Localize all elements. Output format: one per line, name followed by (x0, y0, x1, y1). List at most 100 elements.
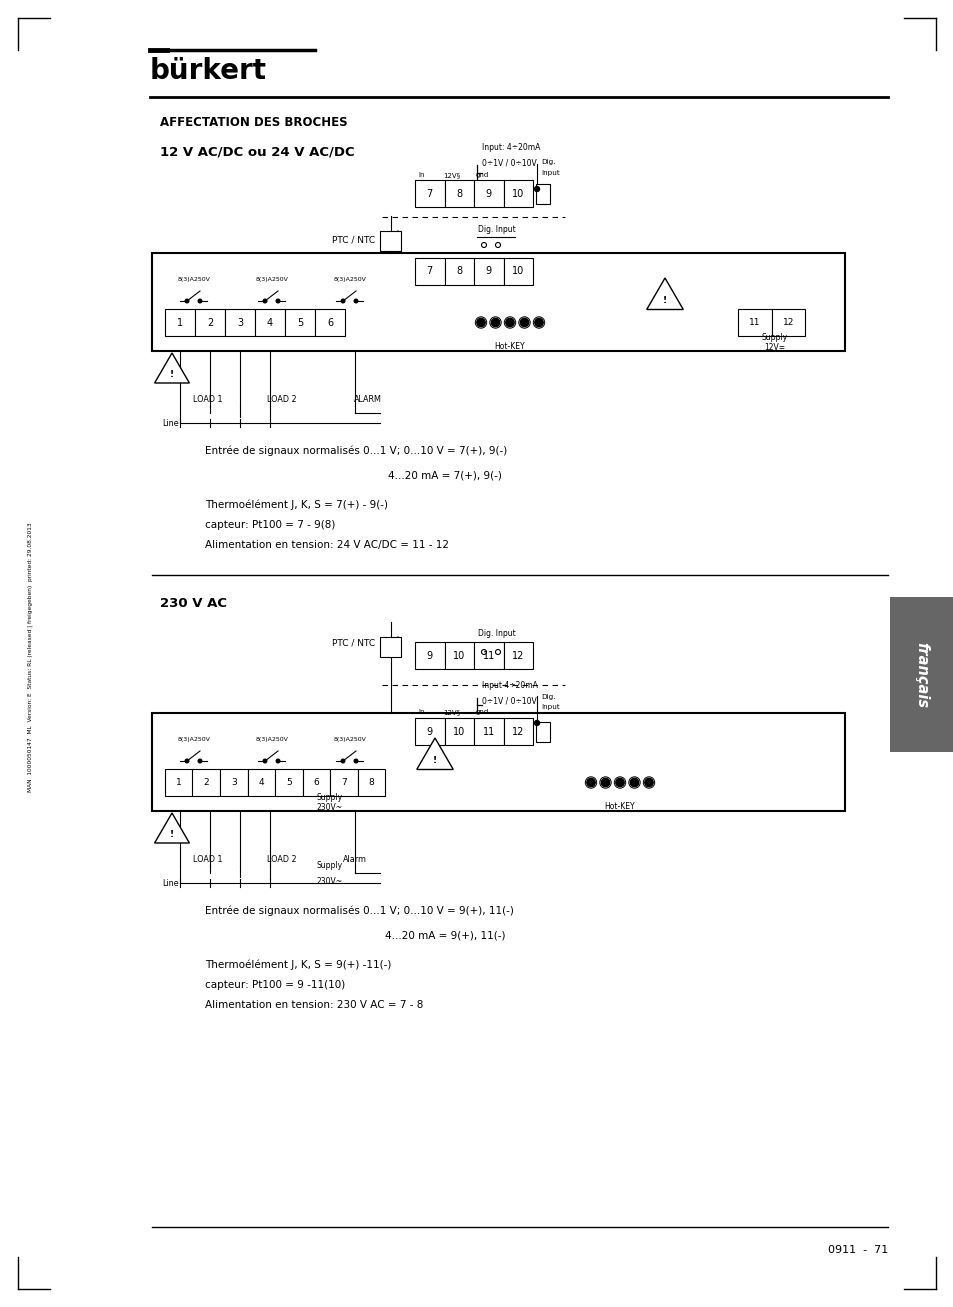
Bar (152, 254, 844, 352)
Text: bürkert: bürkert (150, 58, 267, 85)
Text: 8(3)A250V: 8(3)A250V (178, 277, 211, 281)
Circle shape (354, 299, 357, 303)
Text: 11: 11 (482, 651, 495, 660)
Text: 8: 8 (456, 188, 462, 199)
Bar (503, 180, 533, 207)
Circle shape (476, 319, 485, 327)
Circle shape (519, 319, 528, 327)
Text: Alimentation en tension: 24 V AC/DC = 11 - 12: Alimentation en tension: 24 V AC/DC = 11… (205, 540, 449, 550)
Polygon shape (154, 353, 190, 383)
Text: 230 V AC: 230 V AC (160, 596, 227, 609)
Text: 12 V AC/DC ou 24 V AC/DC: 12 V AC/DC ou 24 V AC/DC (160, 145, 355, 158)
Bar (536, 721, 550, 742)
Text: Supply: Supply (761, 333, 787, 342)
Circle shape (534, 720, 539, 725)
Text: LOAD 2: LOAD 2 (267, 855, 296, 864)
Bar (536, 184, 550, 204)
Text: 8: 8 (456, 267, 462, 277)
Text: Input: 4÷20mA: Input: 4÷20mA (481, 142, 539, 152)
Text: 8(3)A250V: 8(3)A250V (255, 277, 289, 281)
Bar (444, 180, 474, 207)
Text: Entrée de signaux normalisés 0...1 V; 0...10 V = 7(+), 9(-): Entrée de signaux normalisés 0...1 V; 0.… (205, 446, 507, 456)
Bar (247, 769, 274, 796)
Text: 0÷1V / 0÷10V: 0÷1V / 0÷10V (481, 697, 537, 704)
Text: 12: 12 (512, 651, 524, 660)
Text: 10: 10 (512, 267, 524, 277)
Bar (771, 308, 804, 336)
Text: 0911  -  71: 0911 - 71 (827, 1246, 887, 1255)
Text: MAN  1000050147  ML  Version: E  Status: RL (released | freigegeben)  printed: 2: MAN 1000050147 ML Version: E Status: RL … (28, 523, 32, 792)
Text: 2: 2 (207, 318, 213, 328)
Text: 4...20 mA = 9(+), 11(-): 4...20 mA = 9(+), 11(-) (384, 931, 505, 940)
Bar (165, 769, 193, 796)
Text: 1: 1 (176, 318, 183, 328)
Bar (193, 769, 220, 796)
Text: Hot-KEY: Hot-KEY (495, 342, 525, 352)
Circle shape (491, 319, 499, 327)
Text: Supply: Supply (316, 861, 343, 870)
Text: 12V§: 12V§ (443, 173, 460, 178)
Text: capteur: Pt100 = 9 -11(10): capteur: Pt100 = 9 -11(10) (205, 980, 345, 989)
Text: 1: 1 (175, 778, 181, 787)
Text: 9: 9 (426, 727, 433, 737)
Text: 6: 6 (313, 778, 319, 787)
Circle shape (198, 299, 202, 303)
Text: 3: 3 (231, 778, 236, 787)
Text: Input: Input (540, 704, 559, 710)
Circle shape (615, 778, 623, 787)
Text: 5: 5 (286, 778, 292, 787)
Text: Thermoélément J, K, S = 7(+) - 9(-): Thermoélément J, K, S = 7(+) - 9(-) (205, 499, 388, 510)
Text: Dig.: Dig. (540, 694, 555, 701)
Text: 9: 9 (485, 188, 492, 199)
Bar (285, 308, 314, 336)
Circle shape (644, 778, 653, 787)
Circle shape (185, 299, 189, 303)
Text: !: ! (433, 757, 436, 765)
Text: !: ! (662, 297, 666, 305)
Bar (444, 718, 474, 745)
Text: 6: 6 (327, 318, 333, 328)
Circle shape (276, 299, 279, 303)
Text: 8(3)A250V: 8(3)A250V (178, 737, 211, 741)
Bar (152, 714, 844, 812)
Text: Hot-KEY: Hot-KEY (604, 802, 635, 812)
Circle shape (505, 319, 514, 327)
Text: 8(3)A250V: 8(3)A250V (334, 737, 367, 741)
Text: Alimentation en tension: 230 V AC = 7 - 8: Alimentation en tension: 230 V AC = 7 - … (205, 1000, 423, 1010)
Text: Thermoélément J, K, S = 9(+) -11(-): Thermoélément J, K, S = 9(+) -11(-) (205, 959, 391, 970)
Text: ALARM: ALARM (354, 395, 381, 404)
Text: 4...20 mA = 7(+), 9(-): 4...20 mA = 7(+), 9(-) (388, 471, 501, 480)
Bar (444, 642, 474, 669)
Text: Input: Input (540, 170, 559, 176)
Text: 12V=: 12V= (763, 342, 784, 352)
Polygon shape (416, 738, 453, 770)
Text: In: In (418, 173, 425, 178)
Bar (330, 769, 357, 796)
Text: 230V~: 230V~ (316, 802, 343, 812)
Text: Entrée de signaux normalisés 0...1 V; 0...10 V = 9(+), 11(-): Entrée de signaux normalisés 0...1 V; 0.… (205, 906, 514, 916)
Text: 10: 10 (512, 188, 524, 199)
Bar (194, 308, 225, 336)
Text: 12: 12 (781, 318, 793, 327)
Text: In: In (418, 708, 425, 715)
Text: 7: 7 (340, 778, 346, 787)
Text: 12V§: 12V§ (443, 708, 460, 715)
Text: français: français (914, 642, 928, 708)
Text: !: ! (170, 830, 173, 839)
Bar (357, 769, 385, 796)
Text: LOAD 1: LOAD 1 (193, 395, 222, 404)
Text: Dig.: Dig. (540, 159, 555, 165)
Bar (444, 257, 474, 285)
Bar (254, 308, 285, 336)
Text: 8: 8 (368, 778, 374, 787)
Text: Supply: Supply (316, 793, 343, 802)
Bar (503, 642, 533, 669)
Bar (379, 231, 400, 251)
Text: 10: 10 (453, 651, 465, 660)
Circle shape (341, 299, 344, 303)
Text: 8(3)A250V: 8(3)A250V (255, 737, 289, 741)
Text: Alarm: Alarm (343, 855, 367, 864)
Bar (889, 597, 953, 752)
Circle shape (535, 319, 542, 327)
Circle shape (198, 759, 202, 763)
